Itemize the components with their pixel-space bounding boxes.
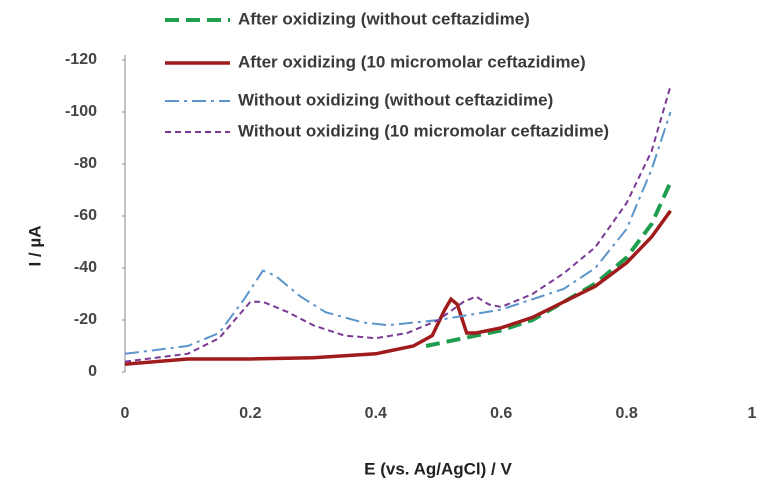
series-line <box>124 85 672 363</box>
y-tick-label: -120 <box>65 51 97 68</box>
y-tick-label: 0 <box>88 363 97 380</box>
series-line <box>124 209 672 366</box>
legend-label: Without oxidizing (10 micromolar ceftazi… <box>238 121 609 140</box>
x-tick-label: 1 <box>748 405 757 422</box>
y-tick-label: -20 <box>74 311 97 328</box>
x-tick-label: 0.4 <box>365 405 387 422</box>
y-tick-label: -40 <box>74 259 97 276</box>
x-tick-label: 0.8 <box>615 405 637 422</box>
x-tick-label: 0 <box>121 405 130 422</box>
legend-label: Without oxidizing (without ceftazidime) <box>238 90 553 109</box>
y-axis-label: I / µA <box>25 226 44 267</box>
legend-label: After oxidizing (10 micromolar ceftazidi… <box>238 52 586 71</box>
x-tick-label: 0.6 <box>490 405 512 422</box>
y-tick-label: -80 <box>74 155 97 172</box>
legend-label: After oxidizing (without ceftazidime) <box>238 9 530 28</box>
y-tick-label: -60 <box>74 207 97 224</box>
x-tick-label: 0.2 <box>239 405 261 422</box>
series-line <box>124 111 672 355</box>
x-axis-label: E (vs. Ag/AgCl) / V <box>364 459 512 478</box>
y-tick-label: -100 <box>65 103 97 120</box>
